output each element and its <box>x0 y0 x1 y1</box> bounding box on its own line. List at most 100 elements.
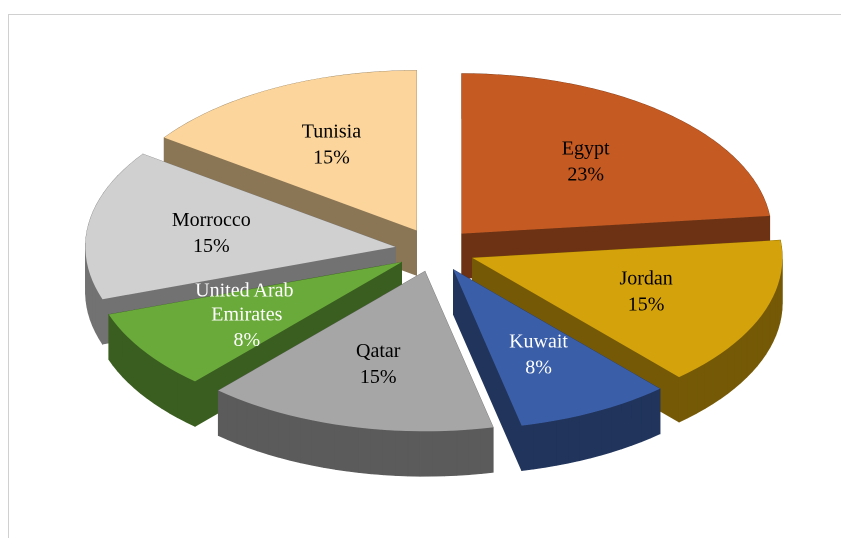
slice-side <box>169 367 178 419</box>
slice-side <box>217 390 228 441</box>
slice <box>461 73 771 279</box>
slice-side <box>544 420 557 468</box>
slice-side <box>521 423 534 471</box>
slice-side <box>146 352 155 405</box>
slice-side <box>177 372 187 423</box>
slice-label: Kuwait <box>509 330 568 352</box>
slice-side <box>382 429 396 476</box>
slice-side <box>556 417 569 466</box>
slice-top <box>461 73 770 234</box>
slice-value-label: 15% <box>313 147 350 169</box>
slice-top <box>85 154 396 300</box>
slice-side <box>687 367 698 419</box>
slice-side <box>133 342 141 394</box>
slice-label: Tunisia <box>302 121 361 143</box>
slice-value-label: 15% <box>360 366 397 388</box>
chart-frame <box>8 14 841 538</box>
slice-side <box>311 419 324 468</box>
slice-side <box>289 414 301 464</box>
slice-side <box>775 284 779 336</box>
slice-side <box>127 336 135 389</box>
slice-label: United Arab Emirates <box>195 279 298 325</box>
slice-side <box>89 274 93 326</box>
slice-side <box>650 388 661 439</box>
slice-side <box>772 290 777 342</box>
slice-side <box>712 353 721 405</box>
slice-side <box>444 430 458 477</box>
slice-side <box>468 428 482 475</box>
slice-side <box>761 308 767 361</box>
slice-side <box>480 427 494 474</box>
slice <box>217 270 494 477</box>
slice-side <box>704 358 714 410</box>
slice-side <box>236 398 248 448</box>
slice-side <box>358 427 372 475</box>
slice-label: Morrocco <box>172 209 251 231</box>
slice-side <box>227 394 238 445</box>
slice-side <box>185 376 196 427</box>
slice-side <box>153 357 162 409</box>
slice-value-label: 8% <box>525 356 552 378</box>
slice-side <box>696 363 706 414</box>
slice-side <box>161 362 170 414</box>
label-line: United Arab <box>195 279 298 301</box>
slice-side <box>631 396 642 446</box>
slice-side <box>323 422 336 470</box>
slice-side <box>122 331 129 384</box>
slice-side <box>678 372 689 423</box>
slice-side <box>112 319 118 373</box>
slice-side <box>533 422 546 470</box>
slice-side <box>621 400 632 450</box>
slice-label: Qatar <box>356 340 401 362</box>
slice-side <box>95 286 99 339</box>
slice-side <box>334 424 348 472</box>
slice-side <box>769 296 774 349</box>
slice-top <box>453 269 661 426</box>
slice-side <box>610 403 622 453</box>
slice-side <box>257 405 269 455</box>
slice-value-label: 15% <box>628 294 665 316</box>
slice-side <box>92 280 96 333</box>
slice-side <box>600 406 612 456</box>
slice-side <box>346 425 360 473</box>
slice-side <box>108 313 114 367</box>
slice-top <box>164 70 417 231</box>
slice-side <box>757 314 763 367</box>
slice-top <box>218 271 494 432</box>
label-line: Emirates <box>211 303 282 325</box>
slice-label: Egypt <box>562 138 610 160</box>
slice-side <box>98 292 103 346</box>
slice-value-label: 15% <box>193 235 230 257</box>
slice-side <box>727 342 735 395</box>
slice-label: Jordan <box>619 268 672 290</box>
slice-side <box>139 347 148 400</box>
slice <box>453 269 661 471</box>
slice-side <box>734 337 742 389</box>
slice-side <box>765 301 771 356</box>
slice-side <box>746 325 753 379</box>
slice-side <box>246 401 258 452</box>
slice-side <box>395 430 409 477</box>
slice-side <box>740 331 748 384</box>
slice-top <box>108 262 402 382</box>
slice-side <box>267 408 279 458</box>
slice-side <box>300 417 313 466</box>
slice-side <box>278 411 290 461</box>
slice-side <box>589 409 602 459</box>
slice-value-label: 8% <box>234 329 261 351</box>
slice-side <box>456 429 470 476</box>
slice-top <box>472 240 783 378</box>
slice-side <box>567 415 580 464</box>
slice-side <box>751 320 758 373</box>
slice-side <box>578 412 591 462</box>
slice-side <box>419 430 433 477</box>
slice-side <box>720 347 729 400</box>
slice-side <box>432 430 445 477</box>
slice-side <box>641 392 652 443</box>
slice-value-label: 23% <box>567 164 604 186</box>
slice-side <box>407 430 421 477</box>
slice-side <box>370 428 384 476</box>
slice-side <box>117 325 123 378</box>
